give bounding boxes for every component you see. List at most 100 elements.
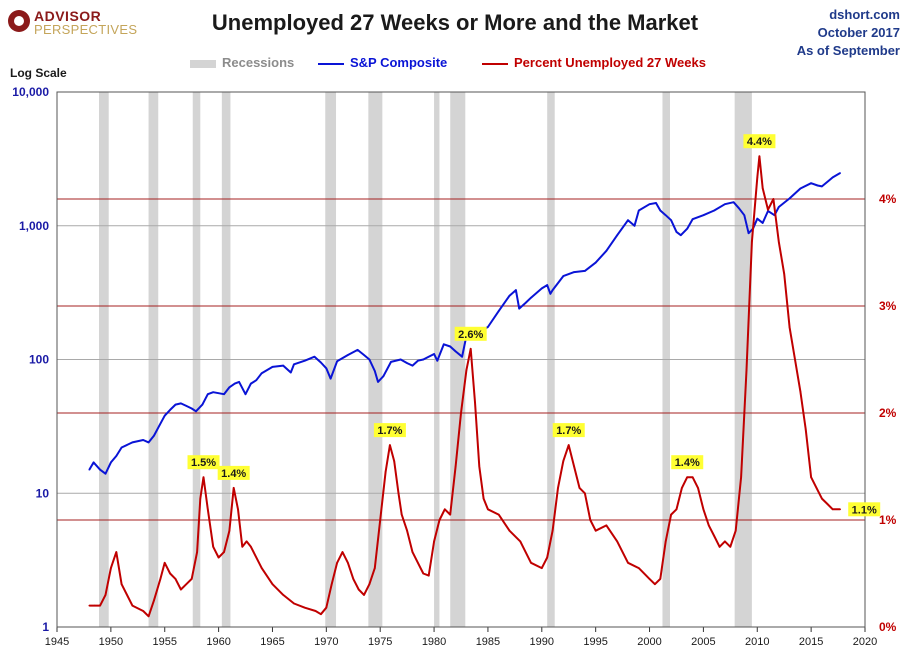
annotation-highlight [187,455,220,470]
sp-data-point [158,424,161,427]
sp-data-point [399,358,402,361]
sp-data-point [217,392,220,395]
sp-data-point [747,232,750,234]
x-tick-label: 1985 [476,636,500,648]
sp-data-point [827,180,830,182]
sp-data-point [325,367,328,370]
sp-data-point [110,461,112,464]
sp-data-point [443,343,445,346]
sp-data-point [541,287,543,290]
sp-data-point [92,461,95,464]
sp-data-point [691,218,694,220]
sp-data-point [497,310,500,312]
unemployed-data-point [88,604,91,607]
unemployed-data-point [670,513,672,516]
sp-data-point [664,214,667,216]
sp-data-point [147,441,150,444]
unemployed-data-point [142,610,144,612]
sp-data-point [382,375,385,378]
x-tick-label: 2000 [637,636,661,648]
peak-annotation: 1.1% [848,502,881,517]
sp-data-point [238,381,240,383]
unemployed-data-point [724,540,726,543]
sp-data-point [675,231,678,233]
unemployed-data-point [185,583,188,585]
unemployed-data-point [427,574,430,577]
sp-data-point [761,222,764,224]
sp-data-point [347,354,349,356]
unemployed-data-point [196,551,198,553]
unemployed-data-point [190,578,193,580]
x-tick-label: 1970 [314,636,338,648]
sp-data-point [816,184,819,187]
sp-data-point [702,214,705,216]
unemployed-data-point [594,529,597,532]
right-tick-label: 4% [879,192,897,206]
unemployed-data-point [341,551,344,553]
sp-data-point [461,355,463,358]
unemployed-data-point [519,540,522,543]
unemployed-data-point [675,508,678,511]
advisor-perspectives-logo: ADVISOR PERSPECTIVES [8,8,138,38]
sp-data-point [212,391,214,394]
unemployed-data-point [389,444,391,446]
unemployed-data-point [282,594,285,596]
unemployed-data-point [99,604,101,607]
unemployed-data-point [815,487,818,489]
unemployed-data-point [691,476,694,479]
sp-data-point [436,359,439,362]
sp-data-point [185,405,188,407]
unemployed-data-point [438,519,441,521]
unemployed-data-point [751,241,753,243]
unemployed-data-point [734,529,737,532]
unemployed-data-point [573,465,575,468]
sp-data-point [115,455,118,457]
sp-data-point [411,364,414,367]
sp-data-point [356,349,359,351]
unemployed-data-point [400,513,403,516]
unemployed-data-point [551,529,554,532]
unemployed-data-point [250,546,252,548]
unemployed-data-point [217,556,220,559]
sp-data-point [190,407,193,410]
sp-data-point [524,302,527,304]
legend-label-sp: S&P Composite [350,55,448,70]
unemployed-data-point [325,606,328,609]
sp-data-point [633,225,636,227]
unemployed-data-point [336,562,338,564]
sp-data-point [293,363,295,366]
unemployed-data-point [202,476,205,479]
sp-data-point [195,410,197,413]
logo-text-top: ADVISOR [34,8,102,24]
sp-data-point [174,403,177,406]
unemployed-data-point [557,487,559,489]
unemployed-data-point [508,529,511,532]
unemployed-data-point [397,492,400,495]
sp-data-point [670,219,672,221]
unemployed-data-point [497,513,500,516]
unemployed-data-point [352,578,355,580]
sp-data-point [605,250,608,252]
unemployed-data-point [831,508,834,511]
unemployed-data-point [444,508,446,511]
unemployed-data-point [199,497,202,500]
x-tick-label: 1975 [368,636,392,648]
unemployed-data-point [605,524,608,527]
sp-data-point [573,271,575,273]
x-tick-label: 1955 [152,636,176,648]
unemployed-data-point [713,535,715,537]
peak-annotation: 1.4% [217,465,250,480]
unemployed-data-point [232,487,235,489]
unemployed-data-point [729,546,732,548]
unemployed-data-point [794,358,796,361]
annotation-highlight [454,326,487,341]
annotation-highlight [217,465,250,480]
sp-data-point [422,358,425,361]
sp-data-point [839,172,841,174]
sp-data-point [738,207,740,210]
annotation-label: 4.4% [747,136,772,148]
sp-data-point [329,377,332,380]
sp-data-point [584,270,586,272]
annotation-highlight [373,423,406,438]
